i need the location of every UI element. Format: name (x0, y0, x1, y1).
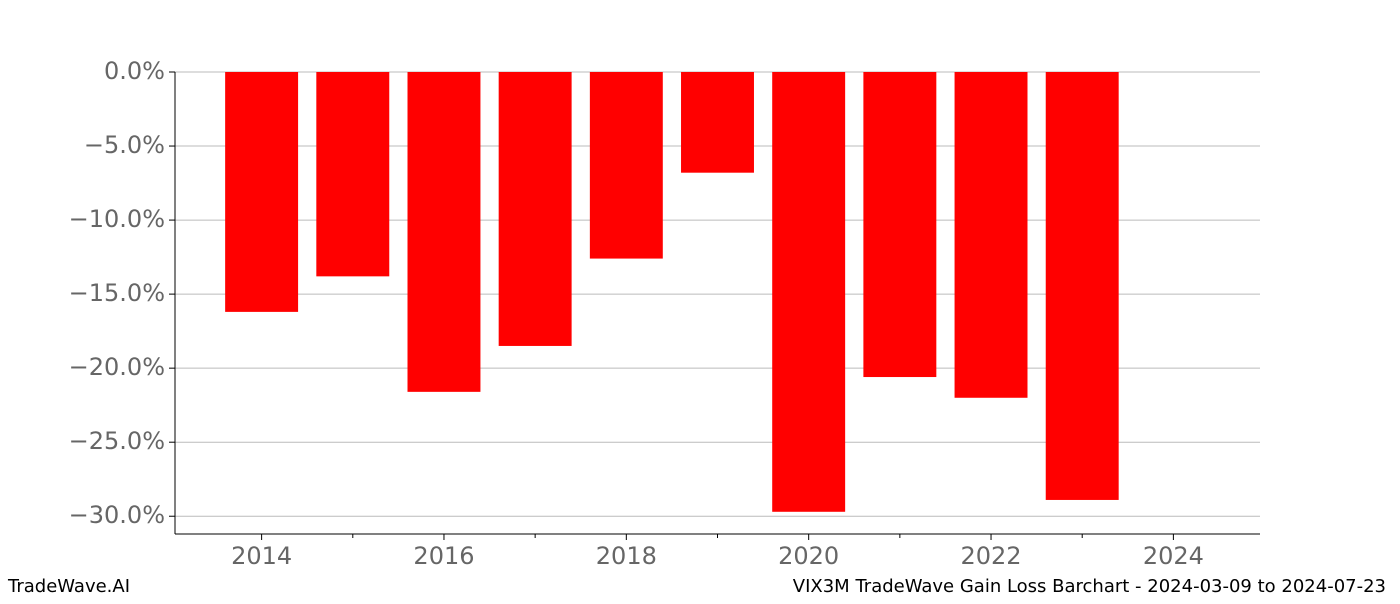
x-tick-label: 2018 (596, 542, 657, 570)
y-tick-label: 0.0% (104, 57, 165, 85)
bar (316, 72, 390, 277)
x-tick-label: 2022 (960, 542, 1021, 570)
y-tick-label: −10.0% (69, 205, 165, 233)
x-tick-label: 2024 (1143, 542, 1204, 570)
bar (589, 72, 663, 259)
bar (772, 72, 846, 512)
bar (407, 72, 481, 392)
bar (954, 72, 1028, 398)
x-tick-label: 2016 (413, 542, 474, 570)
bar (498, 72, 572, 346)
y-tick-label: −20.0% (69, 353, 165, 381)
x-tick-label: 2020 (778, 542, 839, 570)
bar (225, 72, 299, 312)
x-tick-label: 2014 (231, 542, 292, 570)
y-tick-label: −15.0% (69, 279, 165, 307)
y-tick-label: −30.0% (69, 501, 165, 529)
bar (1045, 72, 1119, 500)
y-tick-label: −5.0% (84, 131, 165, 159)
watermark: TradeWave.AI (7, 576, 130, 597)
bar (863, 72, 937, 378)
bar (681, 72, 754, 173)
chart-title: VIX3M TradeWave Gain Loss Barchart - 202… (793, 576, 1386, 597)
y-tick-label: −25.0% (69, 427, 165, 455)
